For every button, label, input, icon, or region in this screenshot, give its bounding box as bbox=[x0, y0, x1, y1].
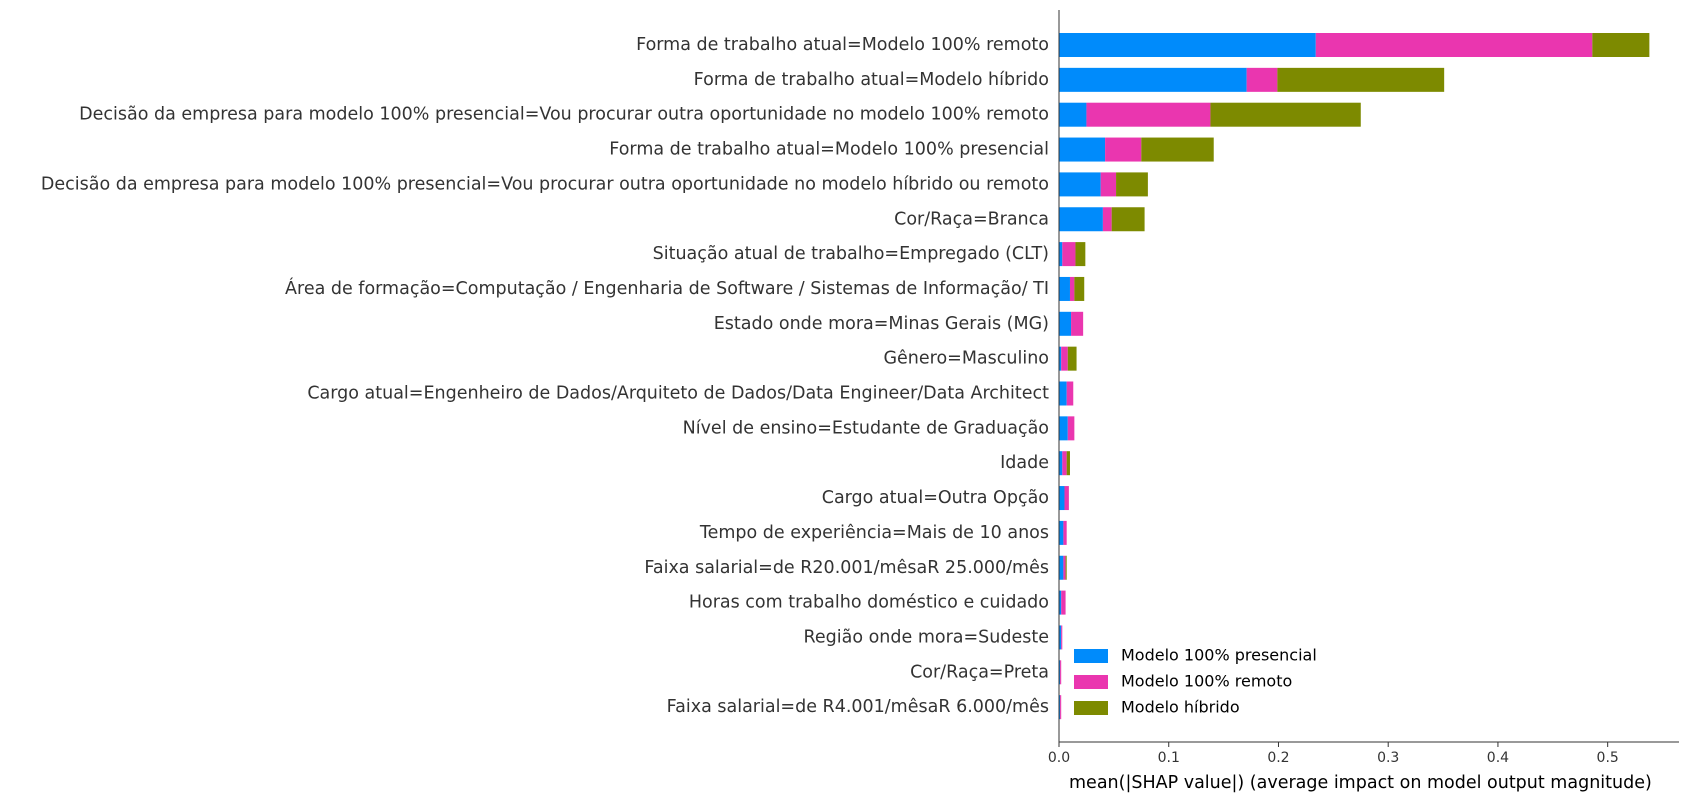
bar-17-series-1 bbox=[1059, 590, 1062, 615]
category-label-20: Faixa salarial=de R4.001/mêsaR 6.000/mês bbox=[667, 697, 1049, 717]
bar-20-series-1 bbox=[1059, 695, 1061, 720]
bar-8-series-3 bbox=[1074, 276, 1085, 301]
bar-12-series-1 bbox=[1059, 416, 1068, 441]
bar-16-series-3 bbox=[1065, 555, 1067, 580]
category-label-13: Idade bbox=[1000, 453, 1049, 473]
bar-4-series-3 bbox=[1141, 137, 1214, 162]
x-tick-label-3: 0.2 bbox=[1267, 750, 1289, 766]
category-label-19: Cor/Raça=Preta bbox=[910, 662, 1049, 682]
legend-label-2: Modelo 100% remoto bbox=[1121, 672, 1292, 691]
bar-9-series-1 bbox=[1059, 311, 1072, 336]
x-tick-label-1: 0.0 bbox=[1048, 750, 1070, 766]
category-label-10: Gênero=Masculino bbox=[883, 349, 1049, 369]
bar-15-series-1 bbox=[1059, 520, 1064, 545]
bar-1-series-1 bbox=[1059, 33, 1316, 57]
bar-11-series-1 bbox=[1059, 381, 1067, 406]
bar-3-series-1 bbox=[1059, 102, 1087, 127]
bar-17-series-2 bbox=[1061, 590, 1066, 615]
bar-19-series-2 bbox=[1060, 660, 1062, 685]
bar-2-series-3 bbox=[1277, 67, 1445, 92]
bar-13-series-3 bbox=[1066, 451, 1070, 476]
bar-16-series-2 bbox=[1063, 555, 1066, 580]
bar-13-series-1 bbox=[1059, 451, 1063, 476]
category-label-2: Forma de trabalho atual=Modelo híbrido bbox=[694, 70, 1049, 90]
category-label-3: Decisão da empresa para modelo 100% pres… bbox=[79, 105, 1049, 125]
bar-7-series-3 bbox=[1075, 242, 1086, 267]
bar-1-series-3 bbox=[1592, 33, 1650, 57]
category-label-15: Tempo de experiência=Mais de 10 anos bbox=[699, 523, 1049, 543]
bar-12-series-2 bbox=[1067, 416, 1075, 441]
legend-swatch-2 bbox=[1074, 675, 1108, 689]
bar-6-series-2 bbox=[1102, 207, 1112, 232]
bar-14-series-2 bbox=[1064, 486, 1069, 511]
bar-20-series-2 bbox=[1060, 695, 1062, 720]
bar-5-series-1 bbox=[1059, 172, 1101, 197]
x-tick-label-2: 0.1 bbox=[1158, 750, 1180, 766]
bar-11-series-2 bbox=[1066, 381, 1074, 406]
bar-7-series-1 bbox=[1059, 242, 1063, 267]
x-tick-label-5: 0.4 bbox=[1487, 750, 1509, 766]
bar-6-series-1 bbox=[1059, 207, 1103, 232]
bar-1-series-2 bbox=[1315, 33, 1593, 57]
legend-label-1: Modelo 100% presencial bbox=[1121, 646, 1317, 665]
x-tick-label-6: 0.5 bbox=[1597, 750, 1619, 766]
category-label-12: Nível de ensino=Estudante de Graduação bbox=[683, 418, 1049, 438]
bar-8-series-1 bbox=[1059, 276, 1070, 301]
category-label-17: Horas com trabalho doméstico e cuidado bbox=[689, 593, 1049, 613]
bar-18-series-1 bbox=[1059, 625, 1062, 650]
category-label-4: Forma de trabalho atual=Modelo 100% pres… bbox=[609, 140, 1049, 160]
category-label-11: Cargo atual=Engenheiro de Dados/Arquitet… bbox=[307, 384, 1049, 404]
bar-2-series-2 bbox=[1246, 67, 1278, 92]
category-label-14: Cargo atual=Outra Opção bbox=[822, 488, 1049, 508]
bar-2-series-1 bbox=[1059, 67, 1247, 92]
bar-10-series-2 bbox=[1061, 346, 1068, 371]
bar-14-series-1 bbox=[1059, 486, 1065, 511]
bar-13-series-2 bbox=[1062, 451, 1067, 476]
bar-10-series-1 bbox=[1059, 346, 1062, 371]
category-label-7: Situação atual de trabalho=Empregado (CL… bbox=[653, 244, 1049, 264]
bar-3-series-2 bbox=[1086, 102, 1211, 127]
category-label-5: Decisão da empresa para modelo 100% pres… bbox=[41, 174, 1049, 194]
bar-6-series-3 bbox=[1111, 207, 1145, 232]
bar-10-series-3 bbox=[1067, 346, 1077, 371]
bar-5-series-3 bbox=[1116, 172, 1148, 197]
category-label-6: Cor/Raça=Branca bbox=[894, 209, 1049, 229]
legend-label-3: Modelo híbrido bbox=[1121, 698, 1240, 717]
bar-4-series-1 bbox=[1059, 137, 1106, 162]
bar-16-series-1 bbox=[1059, 555, 1064, 580]
bar-3-series-3 bbox=[1210, 102, 1361, 127]
legend-swatch-3 bbox=[1074, 701, 1108, 715]
category-label-1: Forma de trabalho atual=Modelo 100% remo… bbox=[636, 35, 1049, 55]
bar-15-series-2 bbox=[1063, 520, 1067, 545]
legend-swatch-1 bbox=[1074, 649, 1108, 663]
x-axis-title: mean(|SHAP value|) (average impact on mo… bbox=[1069, 773, 1652, 793]
category-label-18: Região onde mora=Sudeste bbox=[804, 627, 1050, 647]
bar-9-series-2 bbox=[1071, 311, 1084, 336]
category-label-8: Área de formação=Computação / Engenharia… bbox=[285, 277, 1049, 299]
bar-18-series-2 bbox=[1061, 625, 1063, 650]
bar-4-series-2 bbox=[1105, 137, 1142, 162]
x-tick-label-4: 0.3 bbox=[1377, 750, 1399, 766]
bar-7-series-2 bbox=[1062, 242, 1076, 267]
category-label-16: Faixa salarial=de R20.001/mêsaR 25.000/m… bbox=[644, 558, 1049, 578]
bar-8-series-2 bbox=[1069, 276, 1075, 301]
bar-19-series-1 bbox=[1059, 660, 1061, 685]
category-label-9: Estado onde mora=Minas Gerais (MG) bbox=[714, 314, 1049, 334]
bar-5-series-2 bbox=[1100, 172, 1117, 197]
